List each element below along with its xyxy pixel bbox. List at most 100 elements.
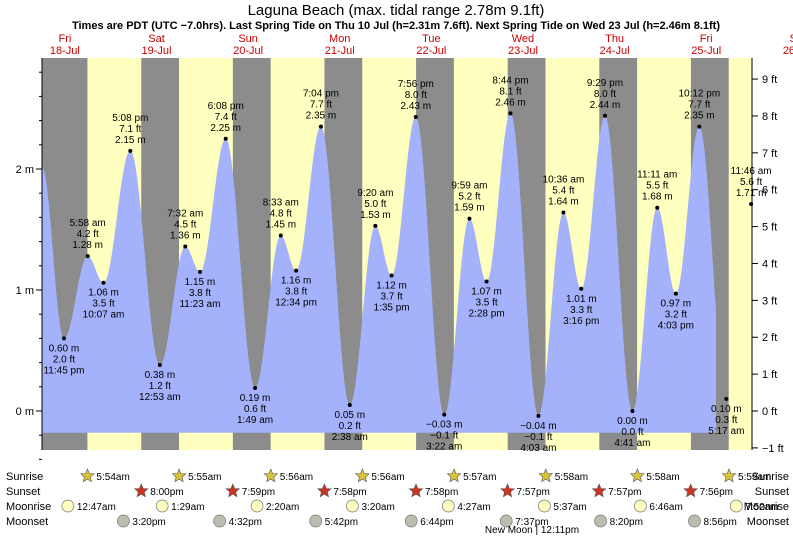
tide-point-label: 1.2 ft bbox=[149, 381, 171, 392]
tide-point-label: 2.43 m bbox=[401, 101, 432, 112]
tide-point-label: 0.2 ft bbox=[339, 421, 361, 432]
sunrise-time: 5:56am bbox=[280, 472, 313, 483]
tide-point-label: 10:07 am bbox=[83, 310, 125, 321]
tide-point bbox=[602, 113, 607, 118]
day-name: Mon bbox=[329, 33, 350, 45]
day-date: 19-Jul bbox=[142, 45, 172, 57]
sunset-star-icon bbox=[591, 483, 607, 498]
tide-point-label: 0.97 m bbox=[661, 299, 692, 310]
moonset-time: 5:42pm bbox=[325, 517, 358, 528]
sunset-time: 7:57pm bbox=[608, 487, 641, 498]
tide-point-label: 11:11 am bbox=[637, 170, 677, 181]
tide-point-label: 2.25 m bbox=[210, 123, 241, 134]
tide-point-label: 9:20 am bbox=[357, 188, 393, 199]
day-date: 21-Jul bbox=[325, 45, 355, 57]
left-tick-label: 2 m bbox=[16, 164, 34, 176]
sunset-time: 7:57pm bbox=[517, 487, 550, 498]
day-date: 24-Jul bbox=[600, 45, 630, 57]
right-tick-label: 2 ft bbox=[762, 332, 777, 344]
tide-point-label: 4.8 ft bbox=[270, 209, 292, 220]
sunrise-star-icon bbox=[538, 468, 554, 483]
tide-point-label: 1.16 m bbox=[281, 276, 312, 287]
tide-point-label: −0.1 ft bbox=[430, 431, 458, 442]
sunset-star-icon bbox=[133, 483, 149, 498]
tide-point-label: 0.0 ft bbox=[621, 427, 643, 438]
chart-title: Laguna Beach (max. tidal range 2.78m 9.1… bbox=[248, 2, 545, 19]
sunrise-time: 5:56am bbox=[371, 472, 404, 483]
sunrise-star-icon bbox=[263, 468, 279, 483]
tide-point bbox=[508, 111, 513, 116]
row-label-right: Moonset bbox=[747, 516, 789, 528]
sunset-star-icon bbox=[408, 483, 424, 498]
moonset-time: 8:56pm bbox=[703, 517, 736, 528]
moonrise-icon bbox=[250, 499, 264, 513]
moonrise-icon bbox=[441, 499, 455, 513]
tide-point bbox=[183, 244, 188, 249]
moonset-time: 6:44pm bbox=[420, 517, 453, 528]
tide-point-label: 5:58 am bbox=[70, 218, 106, 229]
day-name: Fri bbox=[700, 33, 713, 45]
tide-point-label: 4.5 ft bbox=[174, 219, 196, 230]
tide-point-label: 8.0 ft bbox=[594, 89, 616, 100]
day-date: 20-Jul bbox=[233, 45, 263, 57]
tide-point-label: 7.7 ft bbox=[688, 100, 710, 111]
sunrise-time: 5:59am bbox=[738, 472, 771, 483]
tide-point-label: −0.1 ft bbox=[524, 432, 552, 443]
sunset-time: 7:59pm bbox=[242, 487, 275, 498]
moon-phase-text: New Moon | 12:11pm bbox=[485, 525, 579, 536]
tide-point-label: 4.2 ft bbox=[77, 229, 99, 240]
tide-point bbox=[697, 124, 702, 129]
day-name: Wed bbox=[512, 33, 534, 45]
tide-point bbox=[157, 363, 162, 368]
sunset-time: 7:56pm bbox=[700, 487, 733, 498]
moonrise-icon bbox=[61, 499, 75, 513]
moonrise-icon bbox=[538, 499, 551, 513]
moonrise-icon bbox=[155, 499, 169, 513]
tide-point-label: 4:03 pm bbox=[658, 321, 694, 332]
tide-point-label: 11:46 am bbox=[731, 166, 772, 177]
sunset-star-icon bbox=[500, 483, 515, 498]
moonrise-icon bbox=[346, 499, 359, 513]
tide-point bbox=[749, 202, 754, 207]
sunset-star-icon bbox=[316, 483, 332, 498]
tide-point bbox=[223, 136, 228, 141]
tide-point bbox=[128, 148, 133, 153]
day-date: 23-Jul bbox=[508, 45, 538, 57]
tide-point-label: 1:35 pm bbox=[374, 302, 410, 313]
tide-point-label: 1.68 m bbox=[642, 192, 673, 203]
row-label-right: Sunrise bbox=[752, 471, 789, 483]
right-tick-label: 1 ft bbox=[762, 369, 777, 381]
tide-point-label: 2.35 m bbox=[306, 111, 337, 122]
day-name: Sun bbox=[238, 33, 258, 45]
right-tick-label: 4 ft bbox=[762, 258, 777, 270]
tide-point-label: 1:49 am bbox=[237, 415, 273, 426]
day-date: 25-Jul bbox=[691, 45, 721, 57]
right-tick-label: 8 ft bbox=[762, 111, 777, 123]
tide-point-label: 9:59 am bbox=[451, 181, 487, 192]
moonrise-time: 5:37am bbox=[553, 502, 586, 513]
row-label-left: Moonrise bbox=[6, 501, 51, 513]
tide-point-label: 0.19 m bbox=[240, 393, 271, 404]
tide-point-label: 10:36 am bbox=[543, 175, 585, 186]
row-label-left: Sunset bbox=[6, 486, 40, 498]
tide-point bbox=[85, 254, 90, 259]
moonset-icon bbox=[309, 514, 323, 528]
day-date: 26-Jul bbox=[783, 45, 793, 57]
tide-point bbox=[561, 210, 566, 215]
tide-point-label: 0.38 m bbox=[145, 370, 176, 381]
tide-point bbox=[630, 409, 635, 413]
moonset-icon bbox=[594, 514, 607, 528]
tide-point bbox=[413, 114, 418, 119]
sunrise-time: 5:55am bbox=[188, 472, 221, 483]
sunset-star-icon bbox=[683, 483, 699, 498]
tide-point bbox=[197, 269, 202, 274]
tide-point-label: 2.0 ft bbox=[53, 354, 75, 365]
tide-point-label: 5.5 ft bbox=[646, 181, 668, 192]
row-label-left: Sunrise bbox=[6, 471, 43, 483]
tide-point-label: 5.0 ft bbox=[364, 199, 386, 210]
left-tick-label: 0 m bbox=[16, 406, 34, 418]
tide-point-label: 5:17 am bbox=[708, 426, 744, 437]
tide-point-label: 0.3 ft bbox=[715, 415, 737, 426]
tide-point-label: 8.0 ft bbox=[405, 90, 427, 101]
